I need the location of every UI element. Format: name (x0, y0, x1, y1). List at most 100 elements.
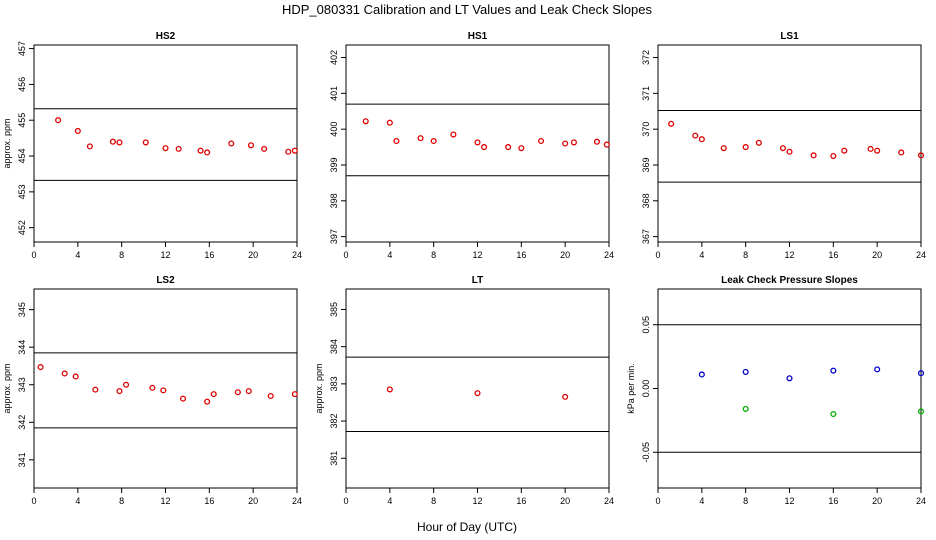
y-axis-title: approx. ppm (2, 363, 12, 413)
data-point (898, 149, 905, 156)
data-point (505, 144, 512, 151)
data-point (917, 370, 925, 377)
panel-title: HS2 (156, 31, 176, 42)
panel-lt: LT 0 4 8 12 16 20 24 381 382 383 384 385 approx. ppm (314, 275, 614, 506)
data-point (830, 152, 837, 160)
y-tick-label: 368 (641, 193, 651, 208)
data-point (474, 139, 481, 146)
panel-title: LS1 (780, 31, 799, 42)
data-point (786, 375, 793, 382)
y-tick-label: 381 (329, 451, 339, 466)
x-tick-label: 24 (604, 250, 614, 260)
y-tick-label: -0.05 (641, 442, 651, 463)
y-tick-label: 401 (329, 86, 339, 101)
y-tick-label: 372 (641, 50, 651, 65)
x-tick-label: 20 (560, 250, 570, 260)
y-tick-label: 397 (329, 229, 339, 244)
y-tick-label: 399 (329, 157, 339, 172)
data-point (285, 148, 292, 155)
x-tick-label: 12 (160, 496, 170, 506)
data-point (593, 138, 600, 145)
x-tick-label: 16 (204, 250, 214, 260)
data-point (245, 388, 252, 395)
data-point (291, 147, 298, 154)
x-tick-label: 24 (604, 496, 614, 506)
panel-title: LS2 (156, 275, 175, 286)
data-point (810, 152, 817, 159)
data-point (55, 117, 62, 124)
x-tick-label: 0 (343, 496, 348, 506)
data-point (450, 131, 457, 138)
data-point (261, 145, 268, 152)
y-axis: 381 382 383 384 385 (329, 302, 346, 466)
plot-frame (657, 288, 922, 489)
y-tick-label: 456 (17, 77, 27, 92)
x-tick-label: 0 (343, 250, 348, 260)
series-ls2 (37, 364, 298, 405)
y-tick-label: 398 (329, 193, 339, 208)
x-tick-label: 12 (784, 496, 794, 506)
x-tick-label: 8 (119, 496, 124, 506)
x-tick-label: 20 (872, 250, 882, 260)
data-point (74, 127, 81, 135)
panel-leak-check-pressure-slopes: Leak Check Pressure Slopes 0 4 8 12 16 20 24 -0.… (626, 275, 926, 506)
y-axis: 341 342 343 344 345 (17, 302, 34, 467)
data-point (116, 388, 123, 395)
data-point (698, 371, 705, 378)
x-axis: 0 4 8 12 16 20 24 (655, 242, 926, 260)
plot-frame (33, 44, 298, 243)
y-tick-label: 341 (17, 452, 27, 467)
x-tick-label: 24 (292, 250, 302, 260)
data-point (204, 398, 211, 405)
x-tick-label: 12 (472, 496, 482, 506)
data-point (362, 118, 369, 125)
data-point (518, 145, 525, 152)
data-point (474, 390, 481, 397)
y-tick-label: 342 (17, 415, 27, 430)
data-point (786, 148, 793, 155)
y-tick-label: 452 (17, 220, 27, 235)
y-tick-label: 370 (641, 122, 651, 137)
x-tick-label: 20 (248, 250, 258, 260)
data-point (109, 138, 116, 145)
series-green (742, 405, 925, 418)
x-tick-label: 4 (699, 496, 704, 506)
data-point (142, 139, 149, 146)
x-tick-label: 8 (743, 250, 748, 260)
data-point (698, 136, 705, 143)
data-point (160, 387, 167, 394)
data-point (247, 142, 255, 149)
x-tick-label: 20 (560, 496, 570, 506)
x-tick-label: 4 (387, 496, 392, 506)
data-point (692, 132, 699, 139)
data-point (123, 381, 130, 388)
x-tick-label: 20 (248, 496, 258, 506)
data-point (867, 145, 874, 152)
y-tick-label: 455 (17, 113, 27, 128)
y-axis: 367 368 369 370 371 372 (641, 50, 658, 244)
data-point (234, 389, 241, 396)
data-point (393, 137, 400, 145)
panel-hs1: HS1 0 4 8 12 16 20 24 397 398 399 400 401 402 (329, 31, 614, 260)
x-tick-label: 4 (699, 250, 704, 260)
data-point (917, 152, 925, 159)
x-axis: 0 4 8 12 16 20 24 (31, 488, 302, 506)
series-blue (698, 366, 925, 382)
data-point (228, 140, 235, 147)
data-point (116, 139, 123, 146)
data-point (204, 149, 211, 156)
series-ls1 (668, 120, 925, 160)
data-point (562, 393, 569, 400)
data-point (841, 147, 848, 154)
x-tick-label: 8 (119, 250, 124, 260)
data-point (417, 135, 424, 142)
x-tick-label: 16 (516, 496, 526, 506)
x-axis: 0 4 8 12 16 20 24 (655, 488, 926, 506)
x-tick-label: 0 (31, 250, 36, 260)
series-hs1 (362, 118, 610, 152)
x-tick-label: 20 (872, 496, 882, 506)
data-point (72, 373, 79, 380)
x-tick-label: 0 (655, 496, 660, 506)
data-point (430, 137, 437, 145)
